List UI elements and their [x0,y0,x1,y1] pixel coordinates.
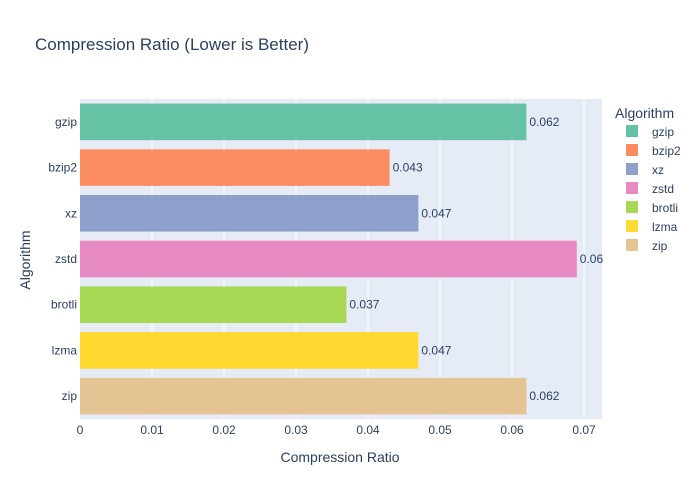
legend-swatch [626,163,638,175]
x-axis-tick-labels: 0 0.01 0.02 0.03 0.04 0.05 0.06 0.07 [77,423,596,437]
bar-lzma[interactable] [80,332,419,369]
x-tick-label: 0.02 [212,423,236,437]
legend-swatch [626,182,638,194]
legend-label: xz [652,163,664,177]
y-tick-label: brotli [51,298,77,312]
bar-brotli[interactable] [80,286,347,323]
legend-swatch [626,144,638,156]
bar-xz[interactable] [80,195,419,232]
legend-label: gzip [652,125,674,139]
bar-gzip[interactable] [80,103,527,141]
x-axis-title: Compression Ratio [280,449,399,465]
bar-value-label: 0.047 [421,206,451,220]
y-axis-title: Algorithm [17,230,33,289]
x-tick-label: 0.03 [284,423,308,437]
x-tick-label: 0.07 [572,423,596,437]
bar-value-label: 0.06 [580,252,604,266]
bar-value-label: 0.043 [393,161,423,175]
y-tick-label: xz [65,206,77,220]
bar-data-labels: 0.062 0.043 0.047 0.06 0.037 0.047 0.062 [349,115,603,403]
legend-label: zstd [652,182,674,196]
legend-title: Algorithm [615,105,674,121]
legend-label: lzma [652,220,678,234]
legend-swatch [626,125,638,137]
bar-bzip2[interactable] [80,149,390,186]
legend-label: bzip2 [652,144,681,158]
x-tick-label: 0.04 [356,423,380,437]
chart-title: Compression Ratio (Lower is Better) [35,35,309,54]
legend-swatch [626,220,638,232]
y-tick-label: bzip2 [48,161,77,175]
bar-zstd[interactable] [80,240,577,278]
bars[interactable] [80,103,577,415]
y-axis-tick-labels: gzip bzip2 xz zstd brotli lzma zip [48,115,77,403]
legend-items: gzip bzip2 xz zstd brotli lzma zip [626,125,681,253]
bar-value-label: 0.062 [529,389,559,403]
x-tick-label: 0.05 [428,423,452,437]
legend-swatch [626,201,638,213]
legend-label: zip [652,239,668,253]
x-tick-label: 0.01 [140,423,164,437]
legend: Algorithm gzip bzip2 xz zstd brotli lzma zip [615,105,681,253]
bar-value-label: 0.037 [349,298,379,312]
legend-swatch [626,239,638,251]
bar-value-label: 0.047 [421,343,451,357]
y-tick-label: gzip [55,115,77,129]
x-tick-label: 0 [77,423,84,437]
y-tick-label: lzma [52,343,78,357]
bar-zip[interactable] [80,377,527,415]
x-tick-label: 0.06 [500,423,524,437]
y-tick-label: zstd [55,252,77,266]
bar-value-label: 0.062 [529,115,559,129]
legend-label: brotli [652,201,678,215]
y-tick-label: zip [62,389,78,403]
